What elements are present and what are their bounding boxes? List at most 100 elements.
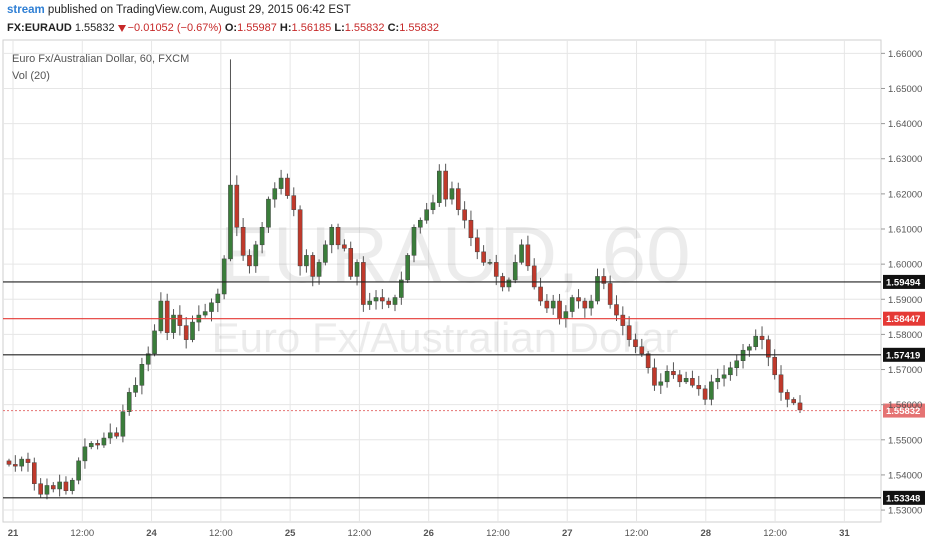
current-price-label: 1.55832: [886, 406, 920, 417]
open-label: O:: [224, 22, 238, 34]
candle-body: [158, 300, 164, 332]
candle-body: [747, 346, 752, 351]
candle-body: [297, 209, 303, 267]
level-price-tag: [883, 347, 925, 362]
candle-body: [778, 374, 784, 393]
candle-body: [348, 248, 354, 277]
candle-body: [671, 371, 676, 376]
chart-header: stream published on TradingView.com, Aug…: [0, 0, 932, 40]
candle-body: [215, 293, 221, 304]
candle-body: [772, 356, 777, 376]
ohlc-bar: FX:EURAUD 1.55832 −0.01052 (−0.67%) O:1.5…: [7, 22, 439, 34]
price-axis[interactable]: 1.53000 1.54000 1.55000 1.56000 1.57000 1.580…: [881, 49, 922, 517]
high-label: H:: [279, 22, 292, 34]
candle-body: [734, 360, 740, 369]
symbol-label[interactable]: FX:EURAUD: [7, 22, 72, 34]
down-arrow-icon: [117, 24, 126, 32]
candle-body: [259, 226, 265, 246]
candle-body: [595, 276, 600, 302]
y-tick-label: 1.62000: [888, 189, 922, 200]
candle-body: [272, 188, 278, 200]
level-price-label: 1.58447: [886, 314, 920, 325]
candle-body: [576, 297, 581, 302]
candle-body: [411, 226, 417, 256]
y-tick-label: 1.59000: [888, 295, 922, 306]
candle-body: [424, 209, 429, 221]
candle-body: [728, 367, 733, 376]
candle-body: [367, 300, 373, 305]
candle-body: [392, 297, 398, 305]
candle-body: [709, 381, 714, 400]
candle-body: [152, 330, 157, 354]
candle-body: [164, 300, 170, 333]
candle-body: [443, 170, 448, 200]
candle-body: [69, 479, 75, 491]
level-price-label: 1.53348: [886, 493, 920, 504]
candle-body: [38, 483, 43, 495]
publish-info: stream published on TradingView.com, Aug…: [7, 4, 351, 16]
watermark-symbol: EURAUD, 60: [219, 210, 690, 299]
candle-body: [797, 402, 803, 411]
candle-body: [177, 314, 183, 326]
y-tick-label: 1.56000: [888, 400, 922, 411]
candle-body: [76, 460, 81, 481]
candle-body: [304, 255, 309, 267]
level-price-tag: [883, 490, 925, 505]
candle-body: [32, 462, 37, 484]
candle-body: [278, 177, 284, 189]
y-tick-label: 1.65000: [888, 84, 922, 95]
candle-body: [519, 244, 524, 263]
candle-body: [639, 346, 645, 354]
time-axis[interactable]: 21 12:00 24 12:00 25 12:00 26 12:00 27 12:00 28 12:…: [8, 528, 851, 539]
grid: [3, 40, 881, 522]
y-tick-label: 1.57000: [888, 365, 922, 376]
candle-body: [285, 177, 290, 196]
candle-body: [126, 392, 132, 412]
candle-body: [481, 251, 486, 263]
candle-body: [614, 304, 619, 316]
candle-body: [329, 226, 335, 246]
candle-body: [25, 458, 31, 463]
candle-body: [361, 262, 366, 305]
candle-body: [468, 219, 474, 239]
plot-area[interactable]: [2, 39, 882, 523]
publisher-name[interactable]: stream: [7, 4, 45, 16]
candle-body: [133, 385, 138, 393]
candle-body: [183, 325, 189, 340]
y-tick-label: 1.64000: [888, 119, 922, 130]
series-title[interactable]: Euro Fx/Australian Dollar, 60, FXCM: [12, 53, 190, 65]
x-tick-label: 12:00: [486, 528, 510, 539]
candle-body: [455, 188, 461, 210]
y-tick-label: 1.60000: [888, 260, 922, 271]
candle-body: [354, 262, 360, 277]
candle-body: [342, 244, 347, 249]
candle-body: [323, 244, 328, 263]
candle-body: [449, 188, 455, 200]
candle-body: [658, 381, 664, 386]
candle-body: [310, 255, 316, 277]
watermark-name: Euro Fx/Australian Dollar: [212, 314, 679, 361]
x-tick-label: 12:00: [625, 528, 649, 539]
y-tick-label: 1.63000: [888, 154, 922, 165]
candle-body: [550, 300, 556, 309]
candle-body: [6, 460, 12, 465]
price-change: −0.01052 (−0.67%): [127, 22, 222, 34]
volume-indicator[interactable]: Vol (20): [12, 70, 50, 82]
candle-body: [633, 339, 638, 347]
x-tick-label: 27: [562, 528, 573, 539]
candle-body: [335, 226, 341, 246]
y-tick-label: 1.66000: [888, 49, 922, 60]
candle-body: [373, 297, 379, 302]
candle-body: [139, 364, 145, 386]
candle-body: [19, 458, 24, 467]
low-value: 1.55832: [344, 22, 385, 34]
y-tick-label: 1.58000: [888, 330, 922, 341]
candle-body: [690, 378, 695, 386]
candle-body: [430, 202, 436, 210]
y-tick-label: 1.53000: [888, 506, 922, 517]
candle-body: [101, 437, 107, 446]
candle-body: [601, 276, 607, 284]
level-price-label: 1.59494: [886, 277, 921, 288]
candle-body: [512, 262, 518, 281]
